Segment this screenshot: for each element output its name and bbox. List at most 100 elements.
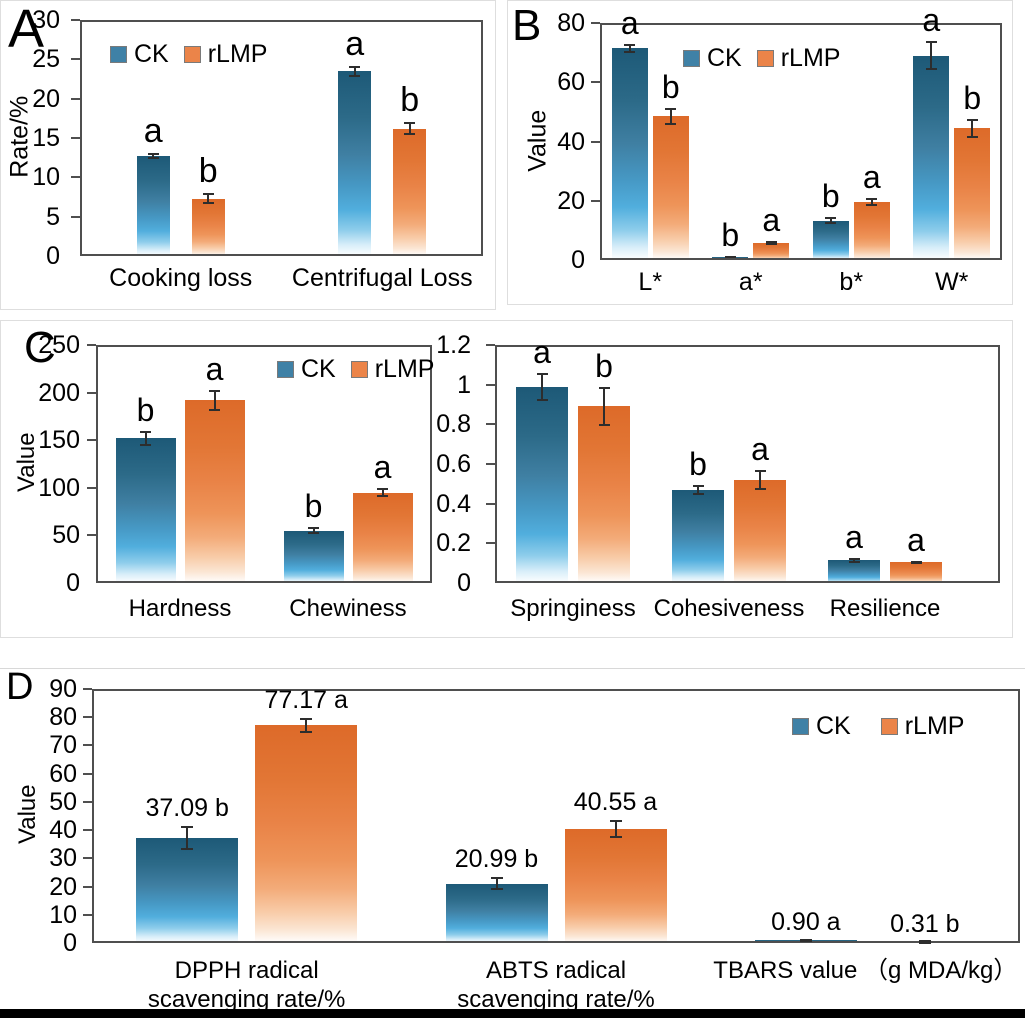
- error-bar-cap-bottom: [598, 424, 610, 427]
- legend-b: CK rLMP: [683, 46, 840, 71]
- error-bar-line: [829, 217, 832, 225]
- bar-ck-1: [516, 386, 568, 583]
- error-bar-cap-top: [536, 372, 548, 375]
- y-tick-mark: [83, 772, 92, 775]
- y-tick-label: 250: [38, 331, 80, 359]
- y-axis-title-c1: Value: [12, 432, 40, 493]
- legend-entry-ck: CK: [110, 42, 169, 67]
- sig-letter: b: [721, 217, 740, 254]
- legend-entry-rlmp: rLMP: [350, 357, 434, 382]
- error-bar: [910, 560, 922, 564]
- bar-ck-2: [445, 883, 548, 943]
- y-tick-label: 60: [49, 759, 77, 788]
- legend-swatch-ck: [110, 46, 127, 63]
- error-bar-cap-top: [866, 198, 878, 201]
- sig-letter: a: [907, 521, 925, 558]
- bar-rlmp-2: [734, 479, 786, 583]
- error-bar-cap-bottom: [490, 888, 503, 891]
- error-bar-cap-bottom: [866, 204, 878, 207]
- value-label: 37.09 b: [145, 794, 229, 823]
- error-bar-cap-top: [202, 193, 214, 196]
- panel-c-box: [0, 320, 1013, 638]
- error-bar-cap-bottom: [377, 495, 388, 498]
- legend-label-rlmp: rLMP: [780, 44, 841, 72]
- y-tick-label: 40: [557, 127, 585, 156]
- y-axis-title-b: Value: [523, 109, 552, 172]
- y-tick-label: 80: [49, 703, 77, 732]
- error-bar-cap-bottom: [140, 443, 151, 446]
- error-bar-cap-top: [848, 557, 860, 560]
- legend-entry-ck: CK: [792, 714, 851, 739]
- category-label: Cooking loss: [109, 264, 253, 292]
- legend-entry-ck: CK: [683, 46, 742, 71]
- y-tick-mark: [83, 744, 92, 747]
- error-bar: [799, 938, 812, 943]
- error-bar-line: [213, 389, 216, 411]
- error-bar-line: [144, 430, 147, 446]
- error-bar-cap-top: [300, 717, 313, 720]
- y-tick-mark: [71, 215, 80, 218]
- bar-rlmp-1: [184, 400, 245, 583]
- y-tick-label: 100: [38, 473, 80, 502]
- y-tick-label: 200: [38, 378, 80, 407]
- error-bar-cap-bottom: [692, 492, 704, 495]
- error-bar-cap-top: [918, 941, 931, 944]
- bar-rlmp-1: [191, 198, 225, 256]
- y-tick-mark: [87, 391, 96, 394]
- value-label: 20.99 b: [454, 845, 539, 874]
- bar-ck-1: [611, 48, 648, 260]
- error-bar: [765, 241, 777, 245]
- error-bar-line: [186, 826, 189, 851]
- sig-letter: a: [845, 518, 863, 555]
- error-bar: [724, 255, 736, 259]
- sig-letter: a: [533, 333, 551, 370]
- sig-letter: b: [400, 81, 420, 120]
- plot-area-d: [92, 689, 1020, 943]
- sig-letter: a: [373, 448, 392, 485]
- error-bar-cap-top: [910, 560, 922, 563]
- y-tick-label: 90: [49, 675, 77, 703]
- y-tick-label: 0: [63, 929, 77, 957]
- bar-rlmp-4: [954, 128, 991, 260]
- error-bar: [300, 717, 313, 733]
- y-tick-label: 20: [49, 872, 77, 901]
- y-tick-mark: [87, 439, 96, 442]
- error-bar: [848, 557, 860, 563]
- y-tick-mark: [83, 800, 92, 803]
- error-bar-cap-bottom: [624, 50, 636, 53]
- y-tick-label: 0.2: [436, 529, 471, 558]
- legend-c1: CK rLMP: [277, 357, 434, 382]
- error-bar-line: [628, 43, 631, 53]
- y-tick-mark: [83, 857, 92, 860]
- category-label: Centrifugal Loss: [291, 264, 473, 292]
- error-bar: [490, 877, 503, 891]
- error-bar-cap-bottom: [665, 122, 677, 125]
- bar-ck-1: [136, 838, 239, 943]
- error-bar-line: [408, 122, 411, 135]
- legend-d: CK rLMP: [792, 714, 964, 739]
- value-label: 77.17 a: [264, 685, 348, 714]
- category-label: W*: [935, 268, 969, 296]
- y-tick-mark: [486, 383, 495, 386]
- y-tick-mark: [83, 913, 92, 916]
- y-tick-mark: [591, 81, 600, 84]
- value-label: 0.90 a: [771, 908, 841, 937]
- bar-rlmp-2: [352, 492, 413, 583]
- error-bar-cap-top: [665, 108, 677, 111]
- error-bar-line: [305, 717, 308, 733]
- error-bar-cap-top: [490, 877, 503, 880]
- y-tick-label: 150: [38, 426, 80, 455]
- sig-letter: b: [963, 79, 982, 116]
- sig-letter: a: [205, 350, 224, 387]
- legend-swatch-ck: [277, 361, 294, 378]
- error-bar-cap-bottom: [147, 157, 159, 160]
- y-tick-label: 5: [46, 202, 60, 231]
- error-bar-cap-bottom: [799, 938, 812, 941]
- error-bar: [140, 430, 151, 446]
- error-bar: [966, 118, 978, 138]
- plot-area-a: [80, 20, 483, 256]
- bar-rlmp-2: [393, 128, 427, 256]
- error-bar-cap-bottom: [925, 67, 937, 70]
- error-bar-cap-bottom: [202, 202, 214, 205]
